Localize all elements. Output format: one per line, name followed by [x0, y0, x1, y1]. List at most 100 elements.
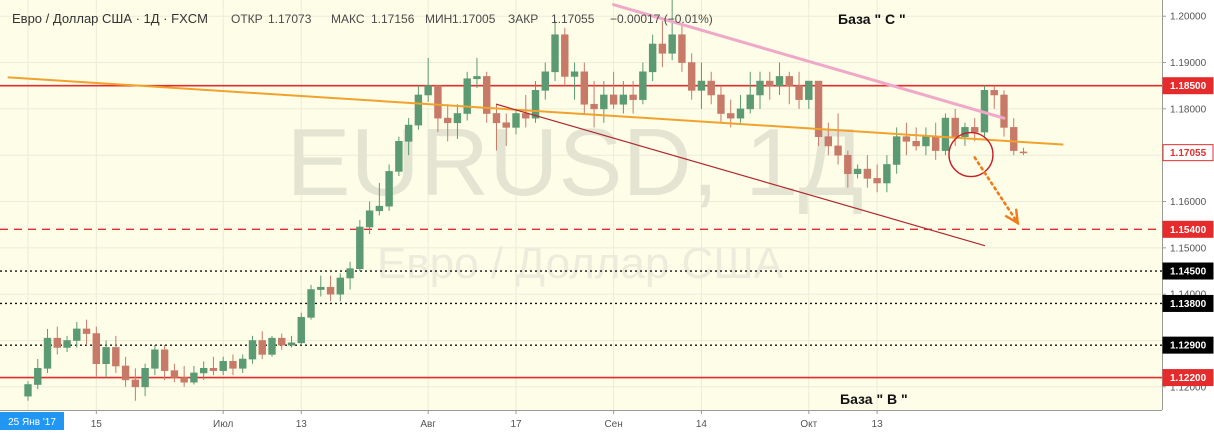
candle	[404, 118, 413, 156]
candle-body	[892, 136, 901, 165]
candle	[92, 326, 101, 378]
header-close-value: 1.17055	[551, 12, 595, 26]
candle-body	[239, 358, 247, 369]
candle	[258, 331, 266, 360]
date-label: 25 Янв '17	[8, 417, 56, 428]
candle-body	[736, 108, 745, 119]
price-tag-current	[1162, 144, 1214, 162]
candle	[1019, 147, 1028, 156]
price-tag-level	[1162, 294, 1214, 312]
candle-body	[941, 117, 950, 151]
date-label: Июл	[213, 419, 233, 430]
candle	[941, 113, 950, 156]
candle-body	[766, 80, 774, 87]
candle	[151, 345, 159, 376]
candle-body	[434, 85, 442, 119]
candle-body	[824, 136, 833, 147]
candle	[824, 122, 833, 156]
candle-body	[473, 76, 481, 80]
candle-body	[814, 80, 823, 137]
candle	[346, 261, 354, 290]
candle-body	[102, 347, 110, 364]
candle-body	[834, 145, 842, 156]
first-date-tag	[0, 412, 64, 430]
candle	[629, 81, 637, 114]
candle	[834, 113, 842, 165]
candle-body	[658, 43, 667, 54]
price-tag-level-label: 1.13800	[1170, 299, 1207, 310]
candle	[473, 57, 481, 89]
candle	[785, 71, 793, 105]
base-b-label: База " В "	[840, 391, 908, 407]
price-tick-label: 1.15000	[1170, 243, 1207, 254]
price-tag-level	[1162, 77, 1214, 95]
candle	[873, 164, 881, 193]
candle-body	[248, 340, 257, 360]
candle-body	[561, 34, 569, 77]
price-axis[interactable]: 1.200001.190001.180001.170001.160001.150…	[1162, 0, 1214, 439]
candle	[170, 363, 179, 383]
candle	[756, 71, 764, 109]
candle-body	[883, 164, 891, 184]
candle-body	[287, 342, 296, 346]
candle	[512, 108, 520, 135]
candle-body	[580, 71, 589, 105]
candle-body	[385, 171, 393, 207]
candle-body	[336, 277, 345, 295]
candle-body	[297, 317, 305, 344]
candle	[483, 71, 491, 123]
candle-body	[863, 168, 872, 179]
candle	[619, 81, 628, 114]
candle-body	[687, 62, 696, 91]
candle	[717, 85, 725, 123]
candle-body	[73, 328, 81, 341]
candle-body	[600, 94, 608, 110]
candle-body	[326, 286, 335, 295]
candle-body	[346, 268, 354, 279]
candle	[990, 85, 998, 109]
candle-body	[131, 379, 140, 388]
candle	[180, 365, 188, 387]
candle-body	[268, 337, 276, 355]
header: Евро / Доллар США · 1Д · FXCM ОТКР 1.170…	[12, 11, 713, 26]
candle-body	[931, 136, 940, 151]
time-axis[interactable]: 25 Янв '17 15 Июл 13 Авг 17 Сен 14 Окт 13	[0, 410, 1163, 439]
price-tag-level-label: 1.14500	[1170, 267, 1207, 278]
candle-body	[219, 361, 227, 371]
candle-body	[678, 34, 686, 63]
candle-body	[1000, 94, 1008, 128]
candle-body	[483, 76, 491, 114]
candle-body	[63, 340, 71, 348]
candle-body	[512, 113, 520, 128]
candle	[658, 20, 667, 68]
candle	[239, 354, 247, 373]
candle	[395, 136, 403, 177]
candle-body	[805, 80, 813, 100]
candle-body	[668, 34, 676, 54]
candle-body	[922, 136, 930, 147]
candle	[63, 335, 71, 353]
candle	[336, 273, 345, 302]
date-label: 13	[296, 419, 308, 430]
candle-body	[356, 226, 364, 270]
plot-background	[0, 0, 1162, 410]
candle	[844, 150, 852, 188]
candle	[863, 155, 872, 188]
base-c-label: База " С "	[838, 11, 906, 27]
candle	[570, 62, 579, 100]
candle	[307, 284, 315, 320]
candle-body	[492, 113, 501, 124]
candle-body	[746, 94, 754, 110]
price-tick-label: 1.19000	[1170, 58, 1207, 69]
candle-body	[404, 124, 413, 142]
price-tag-level-label: 1.12900	[1170, 341, 1207, 352]
candle-body	[199, 368, 208, 374]
candle	[53, 326, 61, 355]
candle	[1000, 90, 1008, 137]
candle	[648, 34, 657, 82]
candle	[580, 62, 589, 114]
candle-body	[1010, 127, 1018, 151]
candle	[443, 104, 452, 142]
